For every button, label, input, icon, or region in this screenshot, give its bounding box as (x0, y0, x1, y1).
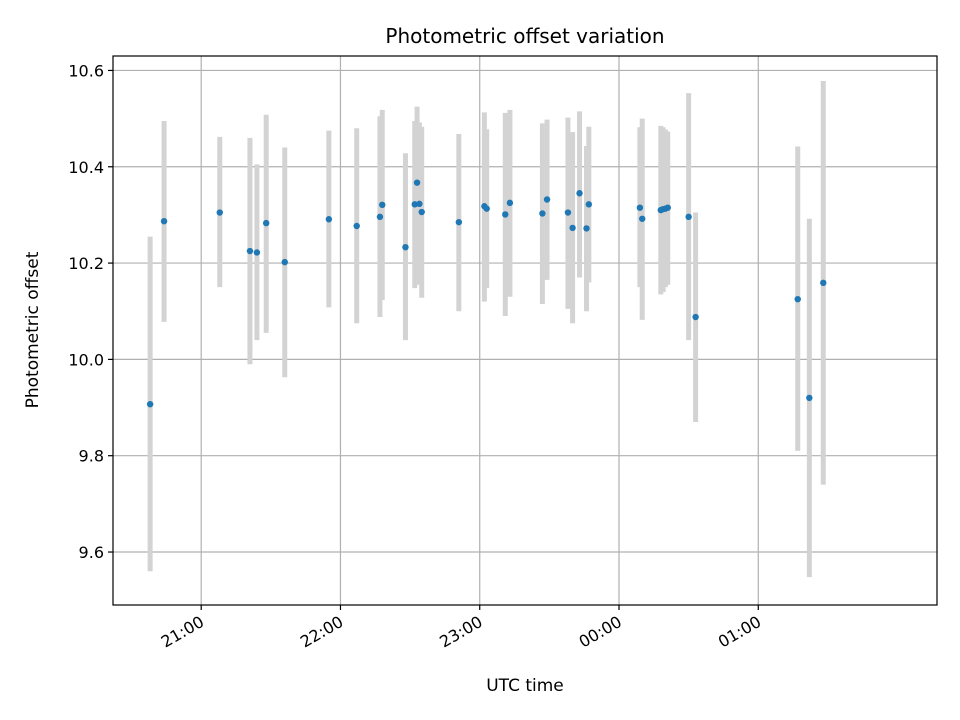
data-point (569, 224, 576, 232)
data-points (146, 179, 827, 408)
data-point (246, 247, 254, 255)
data-point (262, 219, 270, 227)
data-point (664, 204, 671, 211)
data-point (639, 215, 646, 222)
y-axis-ticks: 9.6 9.8 10.0 10.2 10.4 10.6 (68, 61, 113, 562)
data-point (253, 249, 261, 256)
data-point (376, 213, 384, 221)
data-point (160, 217, 168, 225)
y-tick-label: 10.4 (68, 158, 104, 177)
y-tick-label: 9.6 (79, 543, 104, 562)
data-point (216, 209, 223, 216)
data-point (576, 190, 583, 197)
data-point (411, 201, 418, 208)
plot-frame (112, 55, 938, 606)
data-point (325, 216, 333, 223)
y-tick-label: 9.8 (79, 447, 104, 466)
data-point (402, 243, 409, 251)
data-point (794, 295, 801, 303)
data-point (483, 205, 490, 212)
data-point (416, 200, 423, 208)
data-point (281, 258, 288, 266)
data-point (455, 218, 463, 226)
data-point (692, 313, 699, 321)
data-point (585, 201, 593, 208)
y-tick-label: 10.2 (68, 254, 104, 273)
data-point (502, 211, 509, 218)
data-point (418, 208, 425, 216)
data-point (539, 210, 546, 217)
data-point (543, 196, 551, 203)
data-point (636, 204, 644, 211)
data-point (583, 225, 590, 232)
chart-title: Photometric offset variation (385, 24, 664, 48)
y-axis-title: Photometric offset (23, 251, 43, 408)
data-point (506, 199, 514, 207)
data-point (806, 394, 813, 402)
data-point (564, 209, 572, 216)
y-tick-label: 10.6 (68, 61, 104, 80)
y-tick-label: 10.0 (68, 350, 104, 369)
data-point (820, 279, 827, 287)
x-axis-title: UTC time (486, 676, 564, 696)
data-point (146, 400, 154, 408)
data-point (379, 201, 386, 209)
data-point (413, 179, 421, 186)
data-point (353, 222, 360, 230)
data-point (685, 213, 692, 221)
